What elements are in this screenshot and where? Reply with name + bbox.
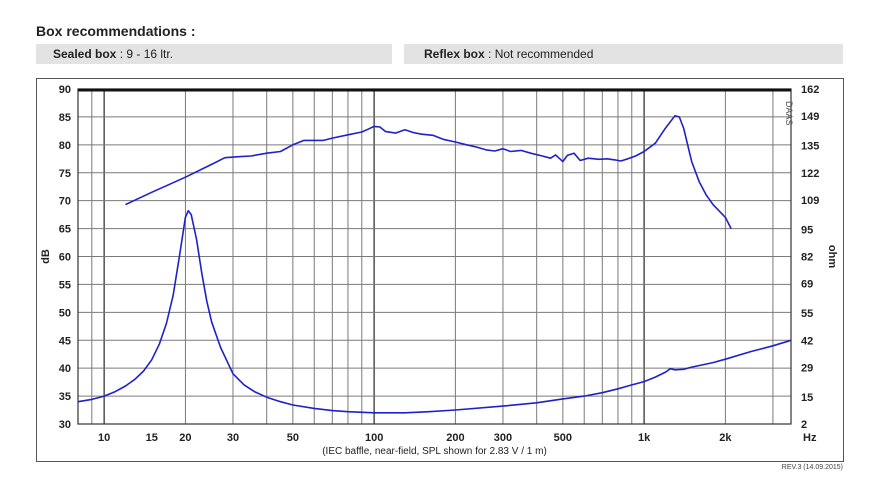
frequency-response-chart: 90 85 80 75 70 65 60 55 50 45 40 35 30 162 149 135 122 10… [40,84,838,457]
y-left-tick-label: 85 [59,112,71,124]
box-recommendations-heading: Box recommendations : [36,23,196,39]
x-tick-label: 2k [719,432,732,444]
y-right-tick-label: 162 [801,84,819,96]
x-tick-label: 15 [146,432,158,444]
y-left-tick-label: 90 [59,84,71,96]
y-left-tick-label: 60 [59,252,71,264]
sealed-box-bar: Sealed box : 9 - 16 ltr. [36,44,392,64]
y-left-tick-label: 35 [59,391,71,403]
x-axis-unit: Hz [803,432,817,444]
x-tick-label: 300 [494,432,512,444]
y-right-tick-label: 69 [801,279,813,291]
x-tick-label: 500 [554,432,572,444]
reflex-box-label: Reflex box [424,47,485,61]
revision-label: REV.3 (14.09.2015) [781,464,843,471]
watermark-label: DAAS [784,101,794,126]
y-right-tick-label: 95 [801,224,813,236]
x-tick-label: 20 [179,432,191,444]
x-tick-label: 200 [446,432,464,444]
y-right-tick-label: 29 [801,362,813,374]
y-right-tick-label: 2 [801,419,807,431]
sealed-box-value: : 9 - 16 ltr. [116,47,174,61]
y-left-tick-label: 70 [59,196,71,208]
reflex-box-bar: Reflex box : Not recommended [404,44,843,64]
y-right-axis-title: ohm [826,245,838,268]
y-left-tick-label: 75 [59,168,71,180]
y-left-tick-label: 40 [59,363,71,375]
impedance-curve [77,209,792,414]
y-left-axis-title: dB [40,249,52,264]
reflex-box-value: : Not recommended [484,47,594,61]
y-right-tick-label: 135 [801,141,819,153]
y-left-tick-label: 65 [59,224,71,236]
y-right-tick-label: 122 [801,168,819,180]
sealed-box-label: Sealed box [53,47,117,61]
chart-frame: 90 85 80 75 70 65 60 55 50 45 40 35 30 162 149 135 122 10… [36,78,844,462]
y-right-tick-label: 109 [801,195,819,207]
x-tick-label: 1k [638,432,651,444]
grid [77,88,792,425]
y-right-tick-label: 42 [801,335,813,347]
x-tick-label: 30 [227,432,239,444]
labels-group: 90 85 80 75 70 65 60 55 50 45 40 35 30 162 149 135 122 10… [40,84,838,457]
chart-caption: (IEC baffle, near-field, SPL shown for 2… [322,446,547,457]
y-left-tick-label: 30 [59,419,71,431]
y-right-tick-label: 55 [801,308,813,320]
x-tick-label: 10 [98,432,110,444]
y-right-tick-label: 82 [801,252,813,264]
series-group [77,115,792,414]
x-tick-label: 50 [287,432,299,444]
y-left-tick-label: 50 [59,307,71,319]
y-right-tick-label: 15 [801,392,813,404]
y-left-tick-label: 80 [59,140,71,152]
spl-curve [125,115,732,229]
y-left-tick-label: 55 [59,279,71,291]
x-tick-label: 100 [365,432,383,444]
y-left-tick-label: 45 [59,335,71,347]
y-right-tick-label: 149 [801,111,819,123]
